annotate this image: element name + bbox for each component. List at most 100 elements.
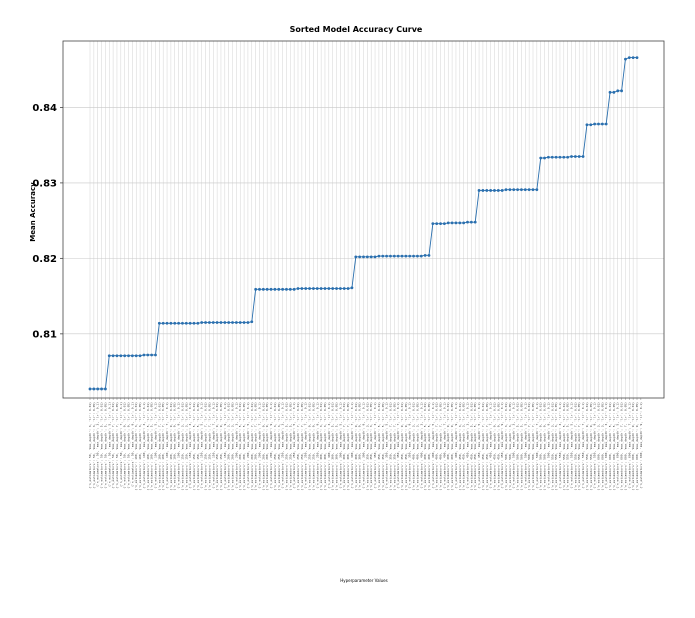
x-tick-label: {'n_estimators': 550, 'max_depth': 5, 'l… <box>566 402 570 491</box>
accuracy-point <box>570 155 573 158</box>
accuracy-point <box>142 353 146 357</box>
x-axis-label: Hyperparameter Values <box>340 578 387 583</box>
x-tick-label: {'n_estimators': 50, 'max_depth': 3, 'lr… <box>92 402 96 489</box>
x-tick-label: {'n_estimators': 550, 'max_depth': 3, 'l… <box>554 402 558 491</box>
x-tick-label: {'n_estimators': 150, 'max_depth': 9, 'l… <box>215 402 219 491</box>
accuracy-point <box>365 255 369 259</box>
x-tick-label: {'n_estimators': 450, 'max_depth': 3, 'l… <box>462 402 466 491</box>
x-tick-label: {'n_estimators': 600, 'max_depth': 7, 'l… <box>623 402 627 491</box>
x-tick-label: {'n_estimators': 300, 'max_depth': 5, 'l… <box>335 402 339 491</box>
x-tick-label: {'n_estimators': 100, 'max_depth': 9, 'l… <box>177 402 181 489</box>
accuracy-point <box>620 89 623 93</box>
accuracy-point <box>512 188 516 192</box>
x-tick-label: {'n_estimators': 150, 'max_depth': 3, 'l… <box>180 402 184 491</box>
x-tick-label: {'n_estimators': 200, 'max_depth': 7, 'l… <box>250 402 254 491</box>
x-tick-label: {'n_estimators': 50, 'max_depth': 7, 'lr… <box>111 402 115 489</box>
x-tick-label: {'n_estimators': 450, 'max_depth': 7, 'l… <box>481 402 485 491</box>
x-tick-label: {'n_estimators': 250, 'max_depth': 7, 'l… <box>296 402 300 491</box>
accuracy-point <box>100 387 103 391</box>
x-tick-label: {'n_estimators': 500, 'max_depth': 3, 'l… <box>512 402 516 489</box>
accuracy-point <box>408 254 412 258</box>
accuracy-point <box>184 321 188 325</box>
x-tick-label: {'n_estimators': 200, 'max_depth': 5, 'l… <box>238 402 242 491</box>
x-tick-label: {'n_estimators': 400, 'max_depth': 7, 'l… <box>439 402 443 491</box>
x-tick-label: {'n_estimators': 200, 'max_depth': 3, 'l… <box>231 402 235 491</box>
accuracy-point <box>304 287 308 290</box>
accuracy-point <box>566 155 570 159</box>
accuracy-point <box>493 189 496 192</box>
x-tick-label: {'n_estimators': 150, 'max_depth': 3, 'l… <box>184 402 188 491</box>
accuracy-point <box>604 122 608 126</box>
accuracy-point <box>123 354 127 358</box>
accuracy-point <box>496 189 500 192</box>
x-tick-label: {'n_estimators': 150, 'max_depth': 9, 'l… <box>223 402 227 489</box>
accuracy-point <box>119 354 123 358</box>
accuracy-points <box>88 56 639 391</box>
x-tick-label: {'n_estimators': 350, 'max_depth': 9, 'l… <box>408 402 412 489</box>
x-tick-label: {'n_estimators': 500, 'max_depth': 5, 'l… <box>516 402 520 491</box>
x-tick-label: {'n_estimators': 300, 'max_depth': 9, 'l… <box>358 402 362 491</box>
x-tick-label: {'n_estimators': 250, 'max_depth': 9, 'l… <box>315 402 319 489</box>
accuracy-point <box>177 321 180 325</box>
x-tick-label: {'n_estimators': 500, 'max_depth': 3, 'l… <box>508 402 512 491</box>
accuracy-point <box>250 320 254 324</box>
x-tick-label: {'n_estimators': 450, 'max_depth': 3, 'l… <box>466 402 470 489</box>
x-tick-label: {'n_estimators': 450, 'max_depth': 9, 'l… <box>500 402 504 489</box>
x-tick-label: {'n_estimators': 450, 'max_depth': 3, 'l… <box>458 402 462 491</box>
x-tick-label: {'n_estimators': 600, 'max_depth': 3, 'l… <box>600 402 604 491</box>
x-tick-label: {'n_estimators': 250, 'max_depth': 9, 'l… <box>311 402 315 491</box>
x-tick-label: {'n_estimators': 400, 'max_depth': 9, 'l… <box>450 402 454 491</box>
accuracy-point <box>516 188 519 192</box>
x-tick-label: {'n_estimators': 150, 'max_depth': 5, 'l… <box>200 402 204 489</box>
accuracy-point <box>323 287 327 290</box>
accuracy-point <box>204 321 207 324</box>
accuracy-point <box>138 354 142 358</box>
accuracy-point <box>215 321 219 324</box>
x-tick-label: {'n_estimators': 350, 'max_depth': 9, 'l… <box>400 402 404 491</box>
x-tick-label: {'n_estimators': 400, 'max_depth': 5, 'l… <box>427 402 431 491</box>
x-tick-label: {'n_estimators': 600, 'max_depth': 3, 'l… <box>596 402 600 491</box>
accuracy-point <box>624 57 627 61</box>
x-tick-label: {'n_estimators': 600, 'max_depth': 9, 'l… <box>635 402 639 491</box>
accuracy-point <box>146 353 150 357</box>
accuracy-point <box>312 287 315 290</box>
x-tick-label: {'n_estimators': 50, 'max_depth': 7, 'lr… <box>115 402 119 489</box>
accuracy-point <box>327 287 331 290</box>
x-tick-label: {'n_estimators': 350, 'max_depth': 9, 'l… <box>404 402 408 491</box>
accuracy-point <box>427 253 431 257</box>
y-axis-ticks: 0.81 0.82 0.83 0.84 <box>32 103 63 340</box>
x-tick-label: {'n_estimators': 50, 'max_depth': 5, 'lr… <box>100 402 104 489</box>
accuracy-point <box>173 321 177 325</box>
accuracy-point <box>550 155 554 159</box>
accuracy-point <box>477 189 481 192</box>
accuracy-point <box>192 321 196 325</box>
accuracy-point <box>462 221 466 225</box>
x-tick-label: {'n_estimators': 200, 'max_depth': 9, 'l… <box>265 402 269 491</box>
x-tick-label: {'n_estimators': 300, 'max_depth': 5, 'l… <box>331 402 335 491</box>
accuracy-point <box>300 287 304 290</box>
accuracy-point <box>608 90 612 94</box>
accuracy-point <box>539 156 543 160</box>
x-tick-label: {'n_estimators': 500, 'max_depth': 9, 'l… <box>539 402 543 491</box>
accuracy-point <box>396 254 400 258</box>
accuracy-point <box>392 254 396 258</box>
x-tick-label: {'n_estimators': 100, 'max_depth': 3, 'l… <box>138 402 142 491</box>
accuracy-point <box>234 321 238 324</box>
accuracy-point <box>581 155 585 158</box>
x-tick-label: {'n_estimators': 400, 'max_depth': 5, 'l… <box>431 402 435 489</box>
x-tick-label: {'n_estimators': 200, 'max_depth': 5, 'l… <box>242 402 246 491</box>
x-tick-label: {'n_estimators': 150, 'max_depth': 7, 'l… <box>211 402 215 489</box>
chart-title: Sorted Model Accuracy Curve <box>290 25 423 34</box>
accuracy-point <box>277 287 281 291</box>
accuracy-point <box>273 287 277 291</box>
x-tick-label: {'n_estimators': 550, 'max_depth': 9, 'l… <box>593 402 597 489</box>
accuracy-point <box>308 287 311 290</box>
x-tick-label: {'n_estimators': 300, 'max_depth': 7, 'l… <box>350 402 354 489</box>
x-tick-label: {'n_estimators': 350, 'max_depth': 5, 'l… <box>385 402 389 489</box>
accuracy-point <box>285 287 288 291</box>
x-tick-label: {'n_estimators': 150, 'max_depth': 5, 'l… <box>192 402 196 491</box>
accuracy-point <box>107 354 111 358</box>
x-tick-label: {'n_estimators': 50, 'max_depth': 9, 'lr… <box>130 402 134 487</box>
x-tick-label: {'n_estimators': 250, 'max_depth': 5, 'l… <box>284 402 288 491</box>
x-tick-label: {'n_estimators': 200, 'max_depth': 5, 'l… <box>246 402 250 489</box>
